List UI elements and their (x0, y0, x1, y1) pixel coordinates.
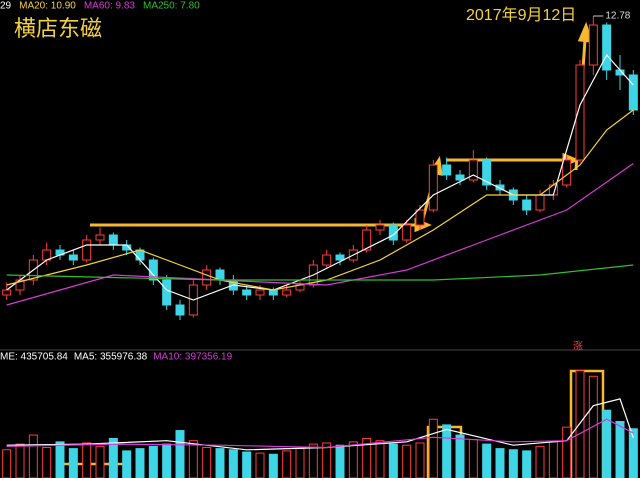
volume-bar (2, 449, 12, 478)
candle-body (68, 254, 78, 261)
volume-bar (428, 418, 438, 478)
candle-body (402, 224, 412, 241)
volume-bar (388, 443, 398, 478)
candle-body (415, 209, 425, 226)
volume-bar (282, 450, 292, 478)
volume-bar (255, 452, 265, 478)
candle-body (268, 289, 278, 296)
candle-body (282, 289, 292, 296)
volume-bar (522, 450, 532, 478)
candle-body (482, 159, 492, 186)
legend-entry: MA60: 9.83 (84, 1, 136, 12)
ma-line (6, 53, 634, 301)
candle-body (242, 289, 252, 296)
volume-bar (242, 451, 252, 478)
volume-bar (55, 441, 65, 478)
candle-body (255, 289, 265, 296)
volume-bar (122, 450, 132, 478)
legend-entry: 29 (0, 1, 12, 12)
volume-bar (535, 445, 545, 478)
volume-bar (82, 442, 92, 478)
candle-body (602, 24, 612, 71)
ma-line (6, 109, 634, 291)
ma-line (6, 418, 634, 449)
candle-body (2, 289, 12, 296)
legend-entry: MA20: 10.90 (19, 1, 76, 12)
volume-bar (455, 434, 465, 478)
candle-body (95, 234, 105, 241)
candle-body (535, 194, 545, 211)
candle-body (375, 224, 385, 231)
candle-body (162, 279, 172, 306)
volume-bar (495, 448, 505, 478)
volume-bar (162, 443, 172, 478)
volume-bar (562, 426, 572, 478)
candle-body (175, 304, 185, 316)
volume-bar (375, 440, 385, 478)
legend-entry: MA250: 7.80 (143, 1, 200, 12)
volume-bar (95, 445, 105, 478)
ma-line (6, 264, 634, 281)
volume-label: ME: 435705.84 (0, 352, 68, 363)
volume-bar (468, 439, 478, 478)
candle-body (575, 64, 585, 161)
volume-bar (42, 446, 52, 478)
volume-bar (575, 370, 585, 478)
volume-legend-entry: MA5: 355976.38 (74, 352, 148, 363)
volume-bar (295, 448, 305, 478)
high-label: 12.78 (605, 11, 630, 22)
volume-bar (482, 443, 492, 478)
volume-bar (508, 449, 518, 478)
candle-body (202, 269, 212, 286)
volume-bar (175, 430, 185, 478)
volume-bar (202, 446, 212, 478)
date-annotation: 2017年9月12日 (466, 6, 576, 24)
volume-bar (362, 437, 372, 478)
volume-bar (322, 442, 332, 478)
volume-bar (15, 443, 25, 478)
volume-bar (148, 445, 158, 478)
volume-bar (602, 409, 612, 478)
volume-bar (308, 443, 318, 478)
volume-bar (215, 448, 225, 478)
candle-body (388, 224, 398, 241)
volume-bar (402, 444, 412, 478)
candle-body (322, 254, 332, 266)
volume-bar (228, 449, 238, 478)
candle-body (335, 254, 345, 261)
volume-bar (28, 434, 38, 478)
candle-body (588, 24, 598, 66)
volume-bar (548, 441, 558, 478)
volume-bar (335, 444, 345, 478)
candle-body (628, 74, 638, 111)
volume-legend-entry: MA10: 397356.19 (153, 352, 232, 363)
stock-name: 横店东磁 (14, 16, 102, 41)
arrow-head (577, 21, 594, 43)
candle-body (108, 234, 118, 246)
volume-bar (615, 421, 625, 478)
up-label: 涨 (573, 341, 583, 353)
volume-bar (188, 440, 198, 478)
ma-line (6, 398, 634, 451)
volume-bar (588, 375, 598, 478)
candle-body (442, 164, 452, 176)
volume-bar (415, 442, 425, 478)
candle-body (82, 239, 92, 261)
volume-bar (108, 437, 118, 478)
candle-body (362, 229, 372, 251)
candle-body (495, 184, 505, 191)
volume-bar (68, 448, 78, 478)
ma-line (6, 163, 634, 306)
candle-body (468, 159, 478, 181)
candle-body (428, 164, 438, 211)
candle-body (522, 199, 532, 211)
volume-bar (135, 448, 145, 478)
volume-bar (442, 424, 452, 478)
volume-bar (348, 441, 358, 478)
volume-bar (268, 453, 278, 478)
candle-body (455, 174, 465, 181)
